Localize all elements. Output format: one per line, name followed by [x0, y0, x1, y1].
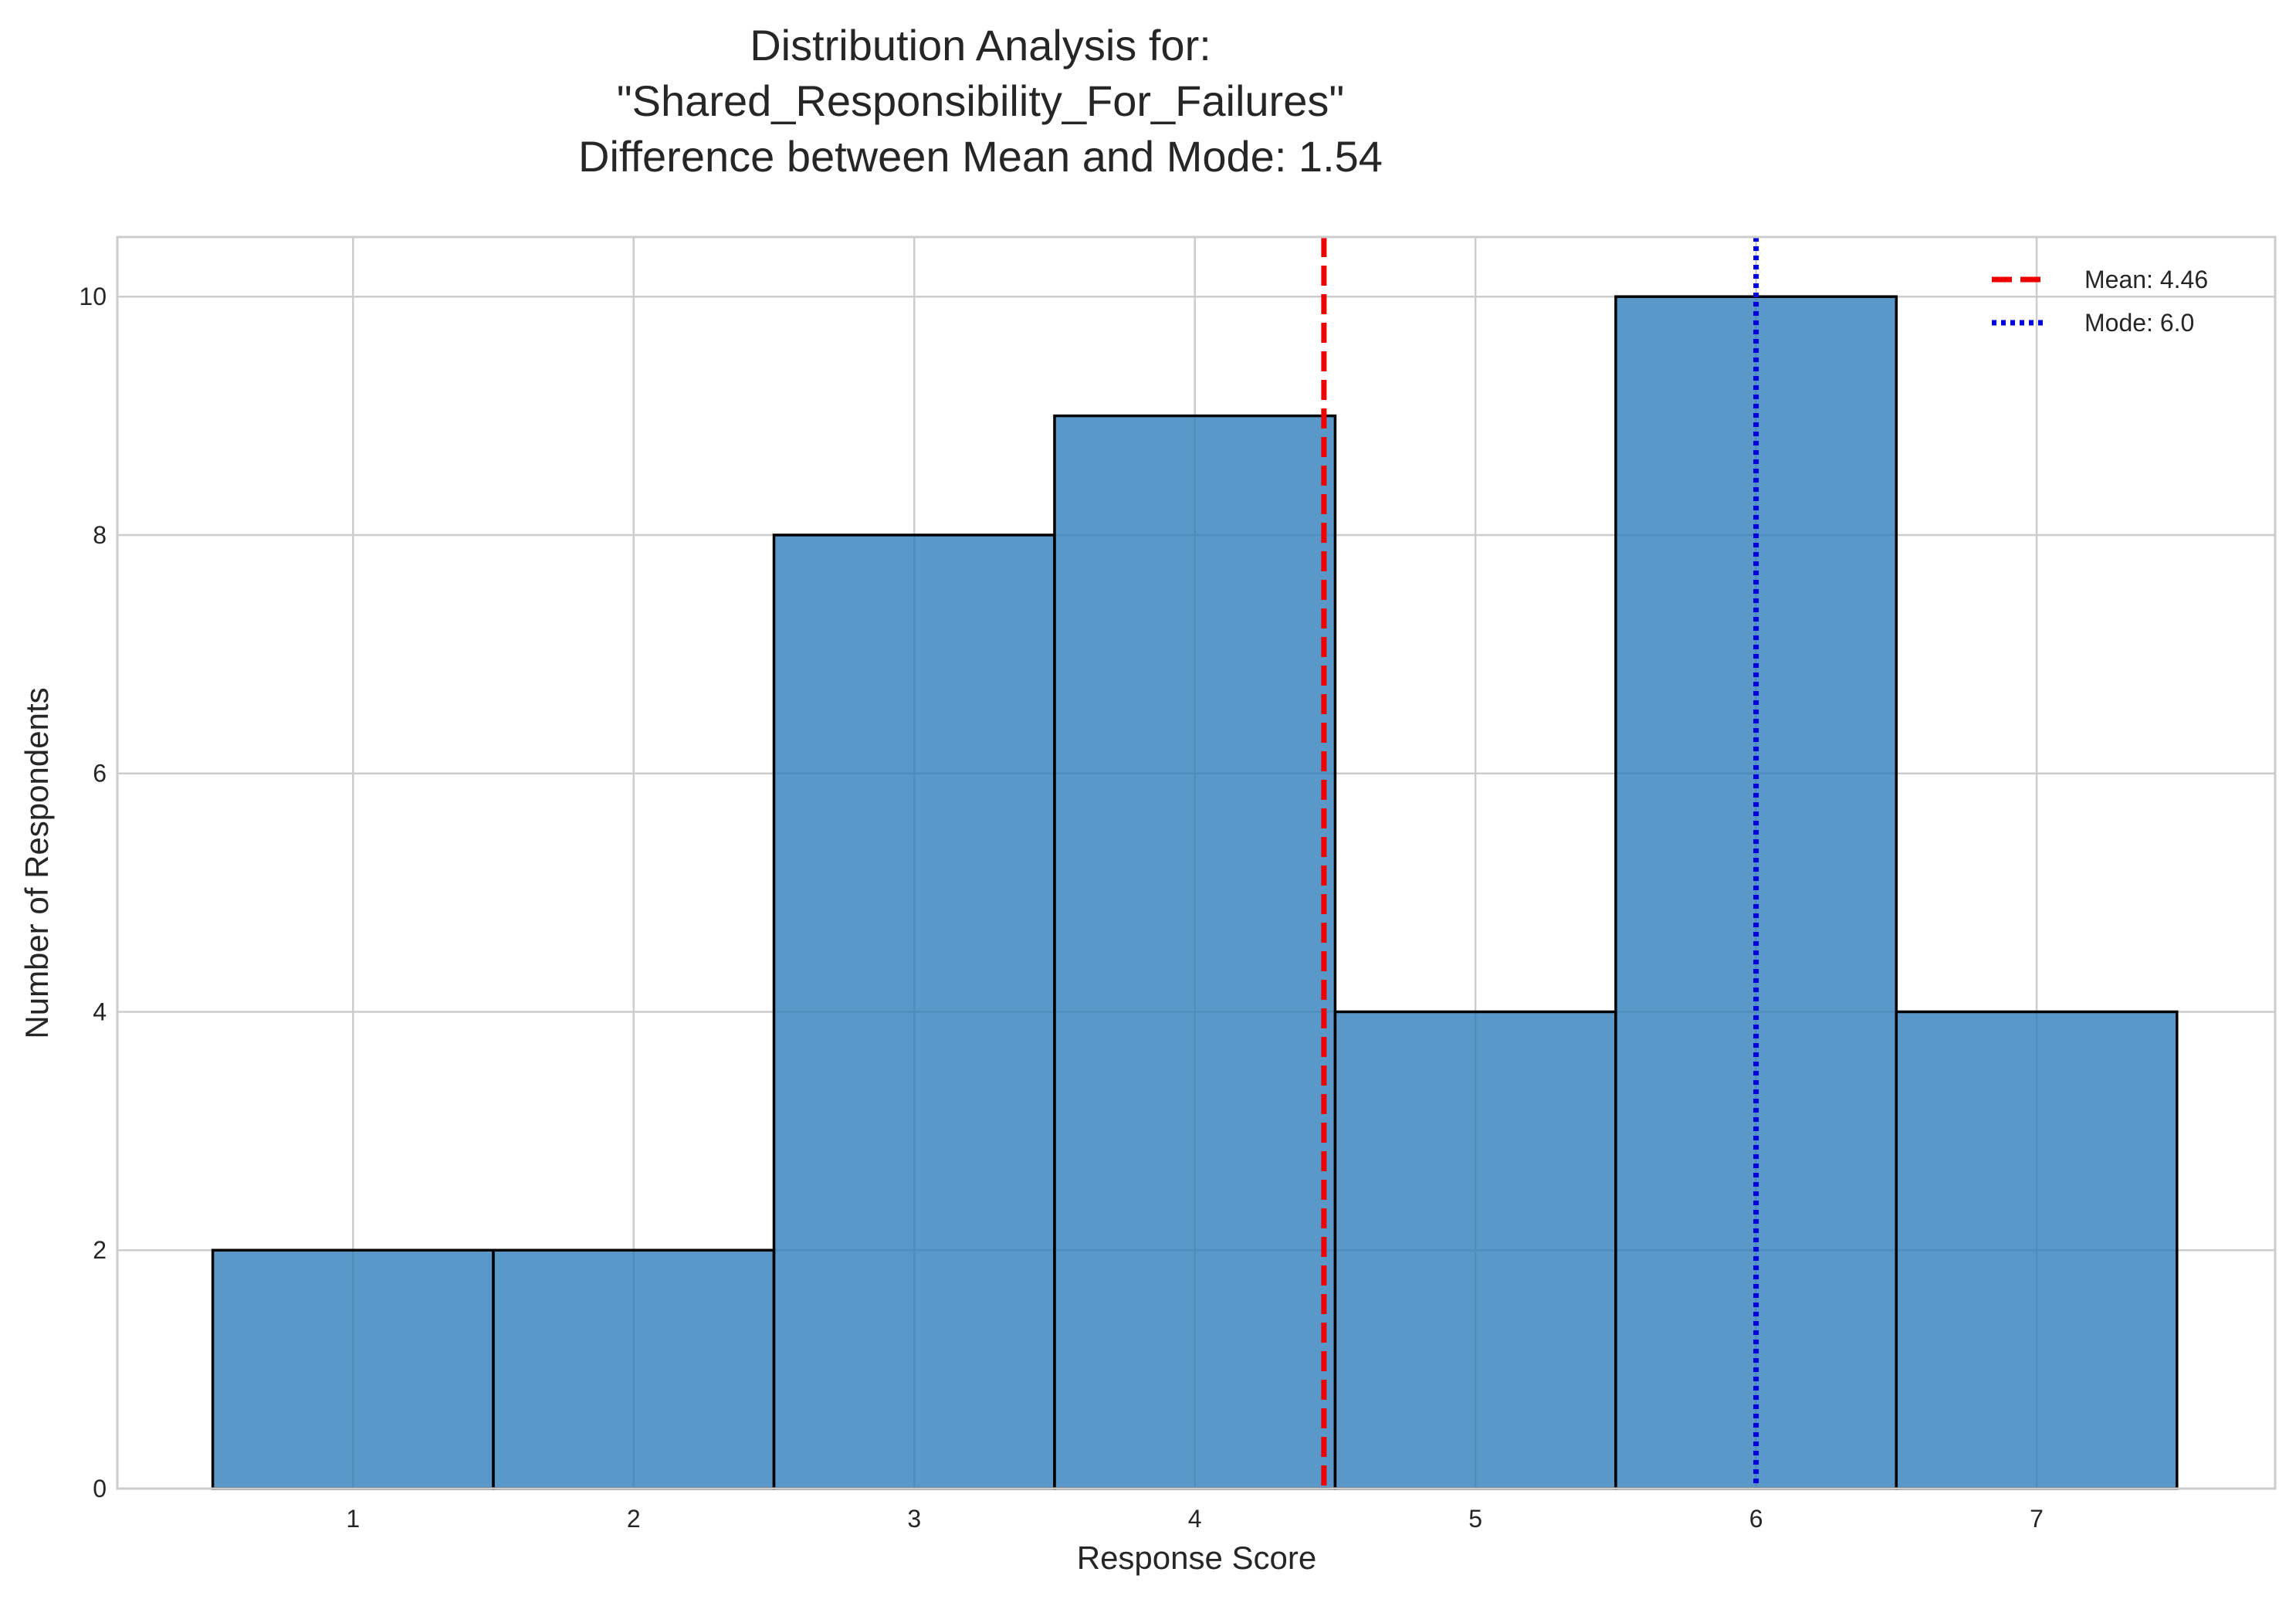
- histogram-bar: [1053, 414, 1337, 1490]
- tick-labels: 1 2 3 4 5 6 7 0 2 4 6 8 10: [79, 283, 2044, 1533]
- histogram-bar: [1333, 1010, 1617, 1490]
- x-tick-label: 2: [627, 1505, 641, 1533]
- histogram-bar: [1895, 1010, 2179, 1490]
- x-axis-label: Response Score: [1077, 1540, 1317, 1576]
- x-tick-label: 1: [346, 1505, 360, 1533]
- x-tick-label: 7: [2030, 1505, 2044, 1533]
- histogram-bar: [492, 1248, 776, 1490]
- chart-title-line-1: Distribution Analysis for:: [750, 21, 1211, 69]
- chart-title-line-3: Difference between Mean and Mode: 1.54: [578, 132, 1383, 181]
- x-tick-label: 5: [1468, 1505, 1482, 1533]
- chart-title-line-2: "Shared_Responsibility_For_Failures": [617, 76, 1344, 125]
- y-tick-label: 0: [93, 1475, 107, 1502]
- y-tick-label: 2: [93, 1236, 107, 1264]
- plot-frame: [116, 235, 2277, 1490]
- x-tick-label: 3: [907, 1505, 921, 1533]
- histogram-bar: [772, 534, 1056, 1490]
- y-tick-label: 8: [93, 521, 107, 549]
- x-tick-label: 4: [1188, 1505, 1202, 1533]
- y-axis-label: Number of Respondents: [19, 687, 55, 1038]
- bars: [211, 295, 2179, 1490]
- histogram-bar: [1614, 295, 1898, 1490]
- reference-lines: [1321, 237, 1759, 1489]
- histogram-bar: [211, 1248, 495, 1490]
- legend-mean-label: Mean: 4.46: [2084, 266, 2208, 293]
- x-tick-label: 6: [1749, 1505, 1763, 1533]
- legend: Mean: 4.46 Mode: 6.0: [1992, 266, 2208, 337]
- y-tick-label: 4: [93, 998, 107, 1025]
- y-tick-label: 10: [79, 283, 107, 310]
- y-tick-label: 6: [93, 760, 107, 788]
- legend-mode-label: Mode: 6.0: [2084, 309, 2194, 337]
